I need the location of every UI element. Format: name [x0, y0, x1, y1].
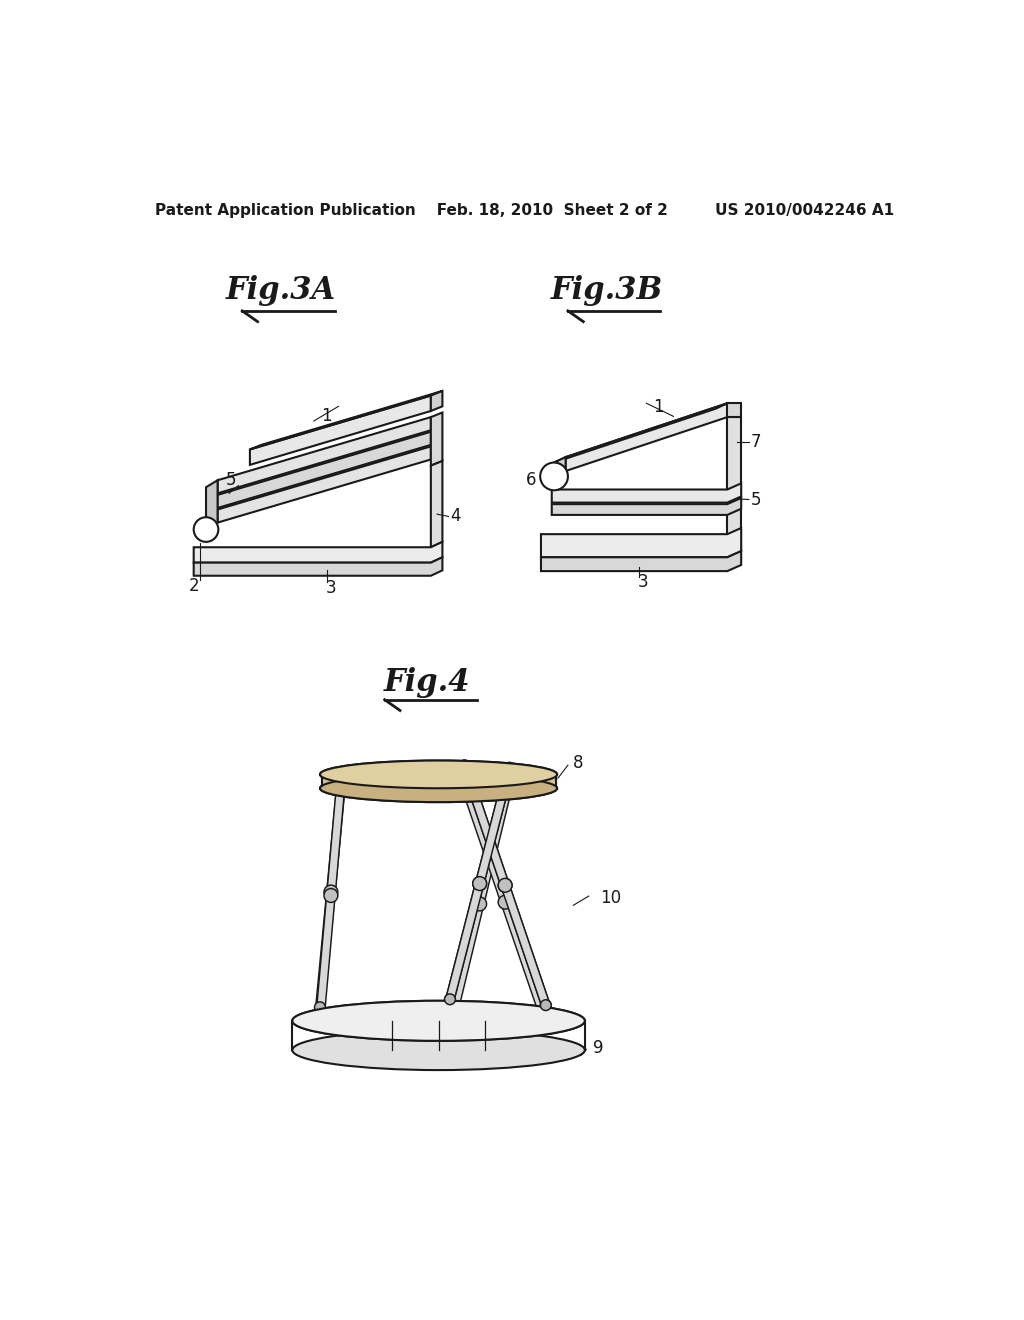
Text: Fig.3B: Fig.3B [550, 276, 663, 306]
Text: 6: 6 [525, 471, 537, 490]
Polygon shape [727, 417, 741, 552]
Circle shape [504, 776, 515, 787]
Polygon shape [461, 764, 550, 1007]
Polygon shape [554, 457, 565, 477]
Text: 10: 10 [600, 888, 622, 907]
Circle shape [459, 760, 470, 771]
Polygon shape [461, 781, 550, 1023]
Circle shape [541, 1015, 551, 1027]
Text: 8: 8 [573, 754, 584, 772]
Text: 7: 7 [751, 433, 761, 450]
Polygon shape [445, 767, 513, 1001]
Circle shape [504, 763, 515, 774]
Text: 4: 4 [451, 507, 461, 525]
Circle shape [314, 1002, 326, 1012]
Circle shape [444, 994, 456, 1005]
Polygon shape [315, 772, 346, 1019]
Circle shape [499, 895, 512, 909]
Polygon shape [541, 528, 741, 557]
Ellipse shape [292, 1001, 585, 1040]
Ellipse shape [292, 1030, 585, 1071]
Polygon shape [206, 480, 217, 529]
Ellipse shape [319, 775, 557, 803]
Polygon shape [250, 391, 442, 449]
Circle shape [444, 994, 456, 1005]
Circle shape [459, 777, 470, 789]
Polygon shape [445, 780, 513, 1028]
Circle shape [444, 1022, 456, 1032]
Circle shape [541, 462, 568, 490]
Polygon shape [322, 775, 556, 788]
Polygon shape [431, 391, 442, 411]
Polygon shape [431, 412, 442, 466]
Polygon shape [217, 417, 431, 494]
Polygon shape [552, 498, 741, 515]
Circle shape [337, 771, 347, 783]
Polygon shape [431, 461, 442, 548]
Text: 9: 9 [593, 1039, 603, 1057]
Circle shape [324, 886, 338, 899]
Text: 3: 3 [326, 579, 336, 597]
Polygon shape [461, 764, 550, 1007]
Ellipse shape [319, 760, 557, 788]
Ellipse shape [319, 760, 557, 788]
Text: 5: 5 [751, 491, 761, 508]
Circle shape [499, 878, 512, 892]
Ellipse shape [292, 1001, 585, 1040]
Circle shape [473, 876, 486, 891]
Text: 2: 2 [188, 577, 199, 595]
Text: Fig.3A: Fig.3A [225, 276, 336, 306]
Circle shape [541, 999, 551, 1011]
Text: 1: 1 [322, 408, 332, 425]
Circle shape [314, 1014, 326, 1024]
Circle shape [324, 888, 338, 903]
Polygon shape [554, 404, 727, 462]
Text: 3: 3 [637, 573, 648, 591]
Circle shape [459, 760, 470, 771]
Polygon shape [552, 483, 741, 503]
Polygon shape [217, 446, 431, 523]
Circle shape [473, 876, 486, 891]
Polygon shape [250, 396, 431, 465]
Polygon shape [541, 552, 741, 572]
Polygon shape [445, 767, 513, 1001]
Ellipse shape [319, 775, 557, 803]
Circle shape [541, 999, 551, 1011]
Polygon shape [315, 776, 346, 1007]
Text: Fig.4: Fig.4 [384, 667, 470, 697]
Circle shape [499, 878, 512, 892]
Polygon shape [194, 557, 442, 576]
Circle shape [337, 767, 347, 777]
Circle shape [473, 898, 486, 911]
Polygon shape [565, 404, 727, 471]
Polygon shape [322, 775, 556, 788]
Text: 1: 1 [652, 399, 664, 416]
Polygon shape [727, 404, 741, 417]
Text: 5: 5 [225, 471, 236, 490]
Polygon shape [217, 432, 431, 508]
Text: Patent Application Publication    Feb. 18, 2010  Sheet 2 of 2         US 2010/00: Patent Application Publication Feb. 18, … [156, 203, 894, 218]
Circle shape [194, 517, 218, 543]
Polygon shape [194, 543, 442, 562]
Circle shape [504, 763, 515, 774]
